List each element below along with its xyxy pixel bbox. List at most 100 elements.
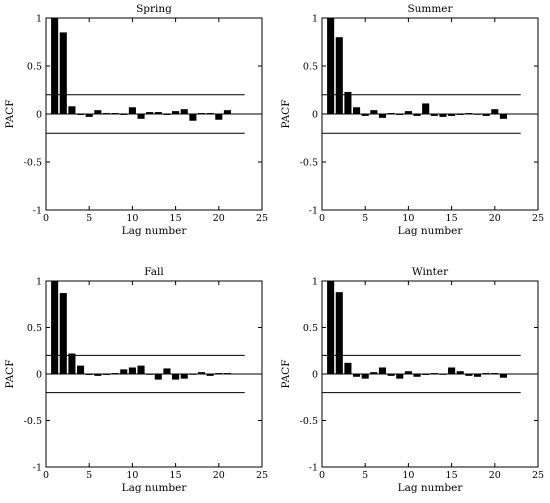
pacf-panel: 0 5 10 15 20 25 1 0.5 0 -0.5 -1 Fall Lag number PACF xyxy=(4,266,268,494)
y-tick-label: 0 xyxy=(36,110,42,121)
pacf-bar xyxy=(206,113,214,114)
pacf-bar xyxy=(146,112,154,114)
pacf-bar xyxy=(51,18,59,114)
pacf-bar xyxy=(430,373,438,374)
pacf-bar xyxy=(128,107,136,114)
pacf-panel: 0 5 10 15 20 25 1 0.5 0 -0.5 -1 Summer Lag number PAC… xyxy=(280,3,544,237)
pacf-bar xyxy=(370,372,378,374)
pacf-bar xyxy=(361,374,369,379)
pacf-bar xyxy=(491,109,499,114)
pacf-bar xyxy=(111,373,119,374)
x-axis-label: Lag number xyxy=(122,225,188,237)
y-tick-label: -0.5 xyxy=(24,158,42,169)
y-tick-label: 0.5 xyxy=(27,62,42,73)
x-tick-label: 5 xyxy=(362,470,368,481)
pacf-bar xyxy=(387,113,395,114)
pacf-bar xyxy=(51,281,59,374)
pacf-bar xyxy=(94,110,102,114)
pacf-bar xyxy=(335,37,343,115)
pacf-bar xyxy=(85,114,93,117)
pacf-panel: 0 5 10 15 20 25 1 0.5 0 -0.5 -1 Winter Lag number PAC… xyxy=(280,266,544,494)
x-tick-label: 25 xyxy=(532,470,544,481)
y-tick-label: 1 xyxy=(36,277,42,288)
y-tick-label: -0.5 xyxy=(24,416,42,427)
panel-title: Summer xyxy=(407,3,453,15)
panel-title: Winter xyxy=(412,266,449,278)
y-tick-label: 0.5 xyxy=(27,323,42,334)
pacf-bar xyxy=(439,114,447,117)
y-tick-label: 1 xyxy=(36,14,42,25)
pacf-bar xyxy=(120,369,128,374)
pacf-bar xyxy=(482,114,490,116)
pacf-bar xyxy=(396,114,404,115)
x-tick-label: 0 xyxy=(319,470,325,481)
pacf-bar xyxy=(422,374,430,375)
pacf-bar xyxy=(128,367,136,374)
y-tick-label: 1 xyxy=(312,14,318,25)
pacf-bar xyxy=(465,374,473,376)
x-tick-label: 10 xyxy=(126,470,138,481)
y-tick-label: -1 xyxy=(33,206,42,217)
x-axis-label: Lag number xyxy=(398,225,464,237)
pacf-bar xyxy=(59,293,67,374)
pacf-bar xyxy=(456,371,464,374)
pacf-panel: 0 5 10 15 20 25 1 0.5 0 -0.5 -1 Spring Lag number PAC… xyxy=(4,3,268,237)
pacf-bar xyxy=(422,103,430,114)
y-tick-label: -1 xyxy=(33,463,42,474)
x-tick-label: 15 xyxy=(446,213,458,224)
pacf-bar xyxy=(189,374,197,375)
x-tick-label: 25 xyxy=(256,470,268,481)
pacf-bar xyxy=(361,114,369,116)
y-tick-label: 0 xyxy=(312,370,318,381)
pacf-bar xyxy=(473,114,482,115)
x-tick-label: 10 xyxy=(402,470,414,481)
pacf-bar xyxy=(197,372,206,374)
pacf-bar xyxy=(499,114,507,119)
pacf-bar xyxy=(378,114,387,118)
x-tick-label: 5 xyxy=(86,213,92,224)
y-tick-label: 1 xyxy=(312,277,318,288)
y-tick-label: -0.5 xyxy=(300,416,318,427)
pacf-bar xyxy=(180,109,188,114)
panel-title: Fall xyxy=(144,266,164,278)
y-tick-label: 0 xyxy=(36,370,42,381)
pacf-bar xyxy=(448,114,456,116)
x-tick-label: 20 xyxy=(213,213,225,224)
pacf-bar xyxy=(215,114,223,120)
x-tick-label: 10 xyxy=(402,213,414,224)
y-tick-label: -1 xyxy=(309,463,318,474)
x-tick-label: 5 xyxy=(362,213,368,224)
x-tick-label: 25 xyxy=(256,213,268,224)
x-axis-label: Lag number xyxy=(398,482,464,494)
pacf-bar xyxy=(327,281,335,374)
pacf-bar xyxy=(163,114,171,115)
pacf-bar xyxy=(223,110,231,114)
pacf-bar xyxy=(413,374,421,377)
pacf-bar xyxy=(59,32,67,114)
pacf-bar xyxy=(68,106,76,114)
x-tick-label: 0 xyxy=(43,470,49,481)
pacf-bar xyxy=(102,374,111,375)
x-tick-label: 5 xyxy=(86,470,92,481)
y-tick-label: 0.5 xyxy=(303,323,318,334)
pacf-bar xyxy=(180,374,188,379)
pacf-bar xyxy=(163,368,171,374)
x-tick-label: 15 xyxy=(170,470,182,481)
pacf-bar xyxy=(111,113,119,114)
pacf-bar xyxy=(413,114,421,116)
pacf-bar xyxy=(206,374,214,376)
x-axis-label: Lag number xyxy=(122,482,188,494)
pacf-bar xyxy=(335,292,343,374)
pacf-bar xyxy=(473,374,482,377)
pacf-bar xyxy=(120,114,128,115)
pacf-bar xyxy=(396,374,404,379)
y-axis-label: PACF xyxy=(4,99,16,128)
pacf-bar xyxy=(404,371,412,374)
pacf-bar xyxy=(146,374,154,375)
y-tick-label: -1 xyxy=(309,206,318,217)
x-tick-label: 20 xyxy=(213,470,225,481)
pacf-bar xyxy=(456,114,464,115)
pacf-bar xyxy=(499,374,507,378)
y-tick-label: 0.5 xyxy=(303,62,318,73)
